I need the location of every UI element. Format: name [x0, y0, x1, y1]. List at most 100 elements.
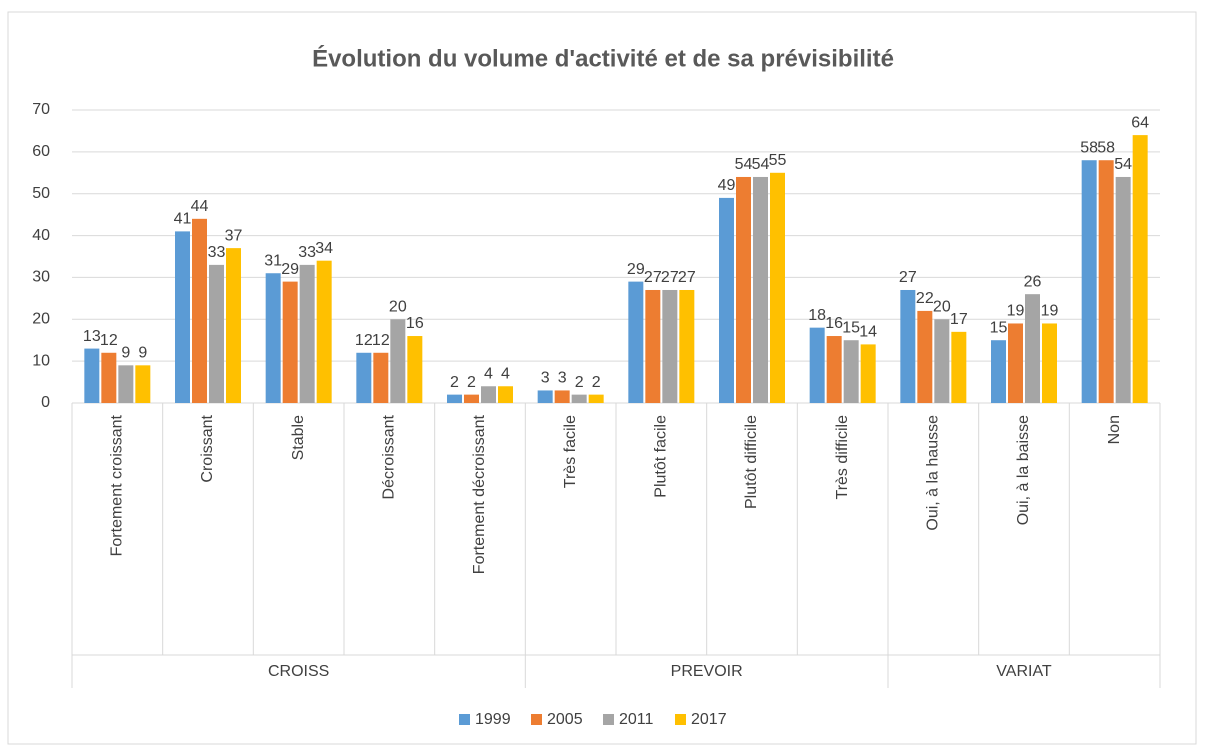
bar: [1081, 160, 1097, 403]
data-label: 4: [501, 365, 510, 382]
data-label: 19: [1007, 303, 1025, 320]
data-label: 37: [225, 227, 243, 244]
bar: [356, 352, 372, 403]
bar: [1025, 294, 1040, 403]
y-tick-label: 10: [32, 352, 50, 369]
data-label: 4: [484, 365, 493, 382]
bar: [118, 365, 134, 403]
data-label: 54: [735, 156, 753, 173]
data-label: 27: [661, 269, 679, 286]
bar: [175, 231, 190, 403]
bar: [1098, 160, 1114, 403]
y-tick-label: 30: [32, 269, 50, 286]
legend-swatch: [675, 714, 686, 725]
bar: [1008, 323, 1023, 403]
x-tick-label: Plutôt facile: [653, 415, 670, 498]
data-label: 18: [808, 307, 826, 324]
bar: [537, 390, 553, 403]
data-label: 54: [752, 156, 770, 173]
data-label: 13: [83, 328, 101, 345]
x-tick-label: Oui, à la hausse: [925, 415, 942, 531]
group-label: CROISS: [268, 663, 329, 680]
x-tick-label: Croissant: [199, 414, 216, 482]
bar: [826, 336, 842, 403]
bar: [101, 352, 117, 403]
y-tick-label: 60: [32, 143, 50, 160]
bar: [1042, 323, 1057, 403]
data-label: 12: [355, 332, 373, 349]
data-label: 3: [558, 370, 567, 387]
data-label: 58: [1080, 139, 1098, 156]
bar: [299, 264, 315, 403]
data-label: 33: [208, 244, 226, 261]
data-label: 9: [138, 345, 147, 362]
bar: [662, 289, 678, 403]
legend-swatch: [531, 714, 542, 725]
bar: [571, 394, 587, 403]
bar: [498, 386, 513, 403]
x-tick-label: Très facile: [562, 415, 579, 488]
data-label: 27: [644, 269, 662, 286]
x-tick-label: Décroissant: [381, 414, 398, 499]
bar: [934, 319, 950, 403]
data-label: 49: [718, 177, 736, 194]
data-label: 12: [372, 332, 390, 349]
bar: [282, 281, 298, 403]
bar: [588, 394, 604, 403]
data-label: 20: [933, 299, 951, 316]
data-label: 34: [315, 240, 333, 257]
data-label: 64: [1131, 114, 1149, 131]
x-tick-label: Stable: [290, 415, 307, 460]
legend-label: 2011: [619, 711, 654, 728]
data-label: 55: [769, 152, 787, 169]
data-label: 12: [100, 332, 118, 349]
bar: [991, 340, 1006, 403]
x-tick-label: Très difficile: [834, 415, 851, 500]
bar: [390, 319, 406, 403]
data-label: 2: [467, 374, 476, 391]
data-label: 2: [592, 374, 601, 391]
data-label: 20: [389, 299, 407, 316]
chart-title: Évolution du volume d'activité et de sa …: [312, 44, 894, 72]
bar: [373, 352, 389, 403]
data-label: 58: [1097, 139, 1115, 156]
x-tick-label: Fortement croissant: [109, 414, 126, 556]
y-tick-label: 40: [32, 227, 50, 244]
bar: [753, 176, 768, 403]
group-label: PREVOIR: [671, 663, 743, 680]
x-tick-label: Plutôt difficile: [743, 415, 760, 509]
data-label: 27: [899, 269, 917, 286]
bar: [481, 386, 496, 403]
bar: [770, 172, 785, 403]
data-label: 22: [916, 290, 934, 307]
legend-label: 2005: [547, 711, 583, 728]
legend-swatch: [603, 714, 614, 725]
bar: [226, 248, 241, 403]
data-label: 26: [1024, 273, 1042, 290]
x-tick-label: Fortement décroissant: [471, 414, 488, 574]
data-label: 3: [541, 370, 550, 387]
bar: [265, 273, 281, 403]
bar: [736, 176, 751, 403]
bar: [645, 289, 661, 403]
group-label: VARIAT: [996, 663, 1052, 680]
legend-swatch: [459, 714, 470, 725]
data-label: 19: [1041, 303, 1059, 320]
bar: [1115, 176, 1131, 403]
bar: [407, 336, 423, 403]
bar: [209, 264, 224, 403]
bar: [679, 289, 695, 403]
legend-label: 1999: [475, 711, 511, 728]
bar: [917, 310, 933, 403]
data-label: 54: [1114, 156, 1132, 173]
data-label: 2: [450, 374, 459, 391]
data-label: 41: [174, 211, 192, 228]
data-label: 16: [825, 315, 843, 332]
bar: [628, 281, 644, 403]
y-tick-label: 50: [32, 185, 50, 202]
bar: [809, 327, 825, 403]
data-label: 17: [950, 311, 968, 328]
data-label: 44: [191, 198, 209, 215]
